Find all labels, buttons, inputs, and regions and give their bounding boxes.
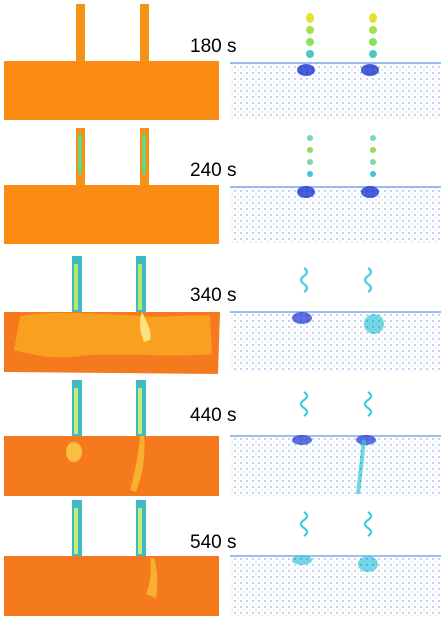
frame-row-540: 540 s: [0, 498, 443, 618]
time-label: 340 s: [190, 285, 237, 306]
time-label: 240 s: [190, 160, 237, 181]
time-label: 540 s: [190, 532, 237, 553]
frame-row-340: 340 s: [0, 254, 443, 374]
frame-row-440: 440 s: [0, 378, 443, 498]
contour-plot-440: [4, 380, 219, 496]
time-label: 180 s: [190, 36, 237, 57]
vector-plot-440: [230, 391, 441, 496]
vector-plot-540: [230, 511, 441, 616]
vector-plot-340: [230, 267, 441, 372]
frame-row-180: 180 s: [0, 0, 443, 120]
contour-plot-340: [4, 256, 220, 374]
vector-plot-180: [230, 13, 441, 120]
vector-plot-240: [230, 135, 441, 244]
contour-plot-540: [4, 500, 219, 616]
time-label: 440 s: [190, 405, 237, 426]
contour-plot-180: [4, 4, 219, 120]
contour-plot-240: [4, 128, 219, 244]
frame-row-240: 240 s: [0, 124, 443, 244]
